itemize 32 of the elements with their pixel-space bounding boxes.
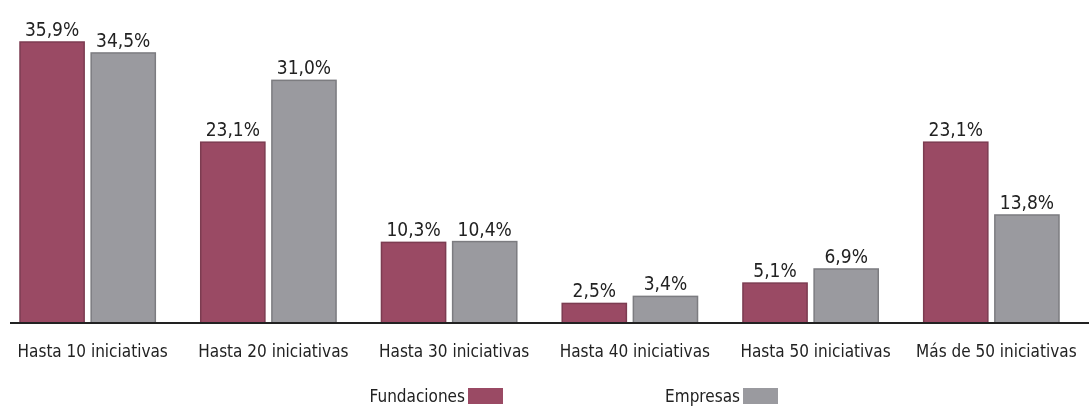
x-tick-label: Hasta 30 iniciativas — [379, 341, 530, 361]
x-tick-label: Hasta 40 iniciativas — [559, 341, 711, 361]
data-label: 3,4% — [643, 272, 688, 295]
bar — [380, 241, 447, 324]
bar — [19, 41, 85, 324]
data-label: 5,1% — [753, 259, 797, 282]
bar — [922, 141, 989, 324]
x-tick-label: Hasta 10 iniciativas — [17, 341, 168, 361]
bar — [90, 52, 157, 324]
x-tick-label: Hasta 50 iniciativas — [740, 341, 891, 361]
bar — [561, 302, 628, 324]
data-label: 23,1% — [928, 118, 983, 141]
bar — [994, 214, 1060, 324]
bar — [632, 295, 699, 324]
data-label: 10,3% — [386, 218, 441, 241]
bar — [742, 282, 808, 324]
data-label: 13,8% — [999, 190, 1055, 213]
data-label: 2,5% — [572, 279, 616, 302]
data-label: 34,5% — [96, 28, 151, 51]
data-label: 23,1% — [205, 118, 260, 141]
legend-label: Empresas — [665, 386, 741, 406]
data-label: 10,4% — [457, 217, 512, 240]
x-tick-label: Hasta 20 iniciativas — [198, 341, 349, 361]
bar — [271, 79, 337, 324]
data-label: 6,9% — [824, 244, 868, 267]
bar — [451, 240, 518, 324]
data-label: 31,0% — [276, 56, 332, 79]
bar — [199, 141, 266, 324]
legend-label: Fundaciones — [369, 386, 466, 406]
bar — [813, 268, 880, 324]
x-tick-label: Más de 50 iniciativas — [916, 341, 1077, 361]
data-label: 35,9% — [24, 18, 80, 40]
